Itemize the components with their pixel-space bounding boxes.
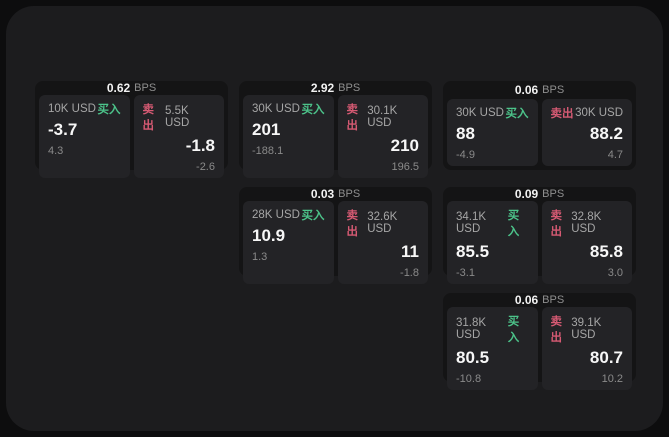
buy-sub-value: 1.3 xyxy=(252,250,268,263)
sell-quote-panel[interactable]: 卖出 5.5K USD -1.8 -2.6 xyxy=(133,95,224,178)
buy-label: 买入 xyxy=(507,316,520,344)
sell-label: 卖出 xyxy=(142,104,155,132)
buy-price: -3.7 xyxy=(48,120,78,139)
sell-price: 88.2 xyxy=(589,124,623,144)
sell-label: 卖出 xyxy=(550,210,563,238)
card-header: 0.09 BPS xyxy=(447,187,632,201)
buy-label: 买入 xyxy=(507,210,520,238)
card-header: 2.92 BPS xyxy=(243,81,428,95)
sell-price: 210 xyxy=(390,136,419,155)
buy-label: 买入 xyxy=(505,108,529,121)
sell-label: 卖出 xyxy=(550,316,563,344)
sell-label: 卖出 xyxy=(550,108,574,121)
buy-quote-panel[interactable]: 30K USD 买入 88 -4.9 xyxy=(447,99,538,166)
sell-quote-panel[interactable]: 卖出 32.6K USD 11 -1.8 xyxy=(337,201,428,284)
sell-sub-value: -2.6 xyxy=(196,160,215,173)
card-header: 0.06 BPS xyxy=(447,81,632,99)
buy-amount: 30K USD xyxy=(252,103,300,115)
buy-label: 买入 xyxy=(301,104,325,116)
buy-sub-value: 4.3 xyxy=(48,144,64,157)
quote-card: 0.62 BPS 10K USD 买入 -3.7 4.3 卖出 5.5K USD xyxy=(35,81,228,178)
sell-quote-panel[interactable]: 卖出 32.8K USD 85.8 3.0 xyxy=(541,201,632,284)
bps-unit-label: BPS xyxy=(542,294,565,306)
quote-card: 0.09 BPS 34.1K USD 买入 85.5 -3.1 卖出 32.8K… xyxy=(443,187,636,284)
buy-quote-panel[interactable]: 31.8K USD 买入 80.5 -10.8 xyxy=(447,307,538,390)
card-header: 0.06 BPS xyxy=(447,293,632,307)
sell-sub-value: 4.7 xyxy=(607,149,623,161)
buy-price: 10.9 xyxy=(252,226,286,245)
sell-amount: 39.1K USD xyxy=(571,317,602,341)
sell-price: 11 xyxy=(401,242,419,261)
sell-amount: 5.5K USD xyxy=(164,105,190,129)
quote-cards-grid: 0.62 BPS 10K USD 买入 -3.7 4.3 卖出 5.5K USD xyxy=(35,81,636,390)
buy-amount: 30K USD xyxy=(456,107,504,120)
buy-label: 买入 xyxy=(97,104,121,116)
quotes-panel: 0.62 BPS 10K USD 买入 -3.7 4.3 卖出 5.5K USD xyxy=(6,6,663,431)
sell-quote-panel[interactable]: 卖出 30.1K USD 210 196.5 xyxy=(337,95,428,178)
buy-amount: 28K USD xyxy=(252,209,300,221)
sell-quote-panel[interactable]: 卖出 39.1K USD 80.7 10.2 xyxy=(541,307,632,390)
bps-unit-label: BPS xyxy=(542,188,565,200)
quote-card: 0.03 BPS 28K USD 买入 10.9 1.3 卖出 32.6K US… xyxy=(239,187,432,284)
buy-price: 88 xyxy=(456,124,475,144)
sell-label: 卖出 xyxy=(346,210,359,238)
sell-sub-value: 10.2 xyxy=(601,372,623,385)
sell-amount: 30.1K USD xyxy=(367,105,398,129)
buy-amount: 34.1K USD xyxy=(456,211,487,235)
quote-card: 0.06 BPS 30K USD 买入 88 -4.9 卖出 30K USD xyxy=(443,81,636,170)
sell-price: 85.8 xyxy=(589,242,623,261)
buy-amount: 31.8K USD xyxy=(456,317,487,341)
buy-sub-value: -10.8 xyxy=(456,372,482,385)
buy-sub-value: -3.1 xyxy=(456,266,475,279)
bps-unit-label: BPS xyxy=(542,84,565,97)
sell-sub-value: -1.8 xyxy=(400,266,419,279)
buy-sub-value: -4.9 xyxy=(456,149,475,161)
bps-unit-label: BPS xyxy=(338,188,361,200)
card-header: 0.03 BPS xyxy=(243,187,428,201)
buy-quote-panel[interactable]: 28K USD 买入 10.9 1.3 xyxy=(243,201,334,284)
buy-quote-panel[interactable]: 34.1K USD 买入 85.5 -3.1 xyxy=(447,201,538,284)
bps-value: 0.62 xyxy=(106,81,131,95)
buy-quote-panel[interactable]: 10K USD 买入 -3.7 4.3 xyxy=(39,95,130,178)
quote-card: 0.06 BPS 31.8K USD 买入 80.5 -10.8 卖出 39.1… xyxy=(443,293,636,390)
buy-price: 80.5 xyxy=(456,348,490,367)
bps-value: 0.06 xyxy=(514,83,539,98)
buy-quote-panel[interactable]: 30K USD 买入 201 -188.1 xyxy=(243,95,334,178)
bps-value: 0.09 xyxy=(514,187,539,201)
bps-unit-label: BPS xyxy=(134,82,157,94)
sell-amount: 30K USD xyxy=(575,107,623,120)
quote-card: 2.92 BPS 30K USD 买入 201 -188.1 卖出 30.1K … xyxy=(239,81,432,178)
card-header: 0.62 BPS xyxy=(39,81,224,95)
bps-unit-label: BPS xyxy=(338,82,361,94)
sell-label: 卖出 xyxy=(346,104,359,132)
buy-price: 85.5 xyxy=(456,242,490,261)
bps-value: 0.03 xyxy=(310,187,335,201)
sell-sub-value: 3.0 xyxy=(607,266,623,279)
buy-sub-value: -188.1 xyxy=(252,144,284,157)
sell-sub-value: 196.5 xyxy=(391,160,419,173)
sell-price: 80.7 xyxy=(589,348,623,367)
sell-price: -1.8 xyxy=(185,136,215,155)
sell-quote-panel[interactable]: 卖出 30K USD 88.2 4.7 xyxy=(541,99,632,166)
buy-amount: 10K USD xyxy=(48,103,96,115)
bps-value: 0.06 xyxy=(514,293,539,307)
sell-amount: 32.6K USD xyxy=(367,211,398,235)
buy-label: 买入 xyxy=(301,210,325,222)
buy-price: 201 xyxy=(252,120,281,139)
sell-amount: 32.8K USD xyxy=(571,211,602,235)
bps-value: 2.92 xyxy=(310,81,335,95)
